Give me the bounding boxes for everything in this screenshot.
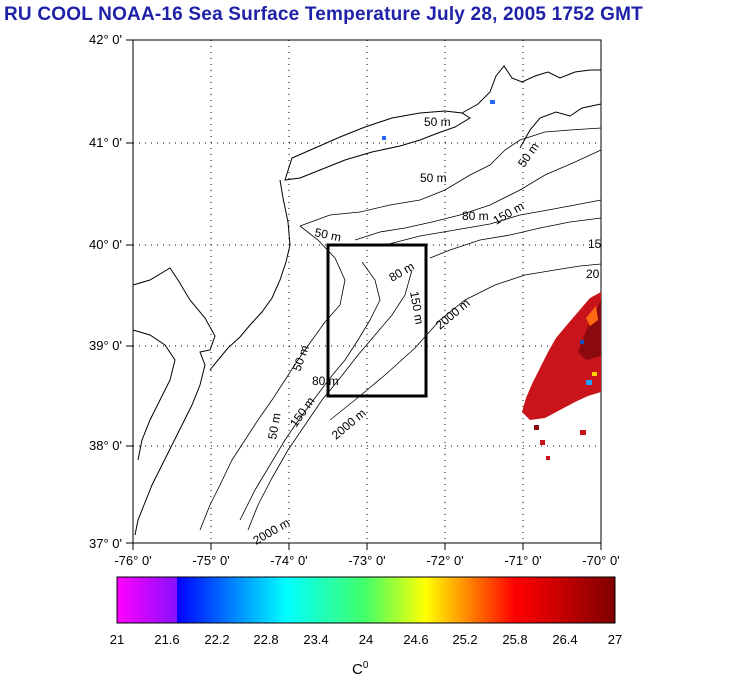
colorbar	[116, 576, 616, 624]
sst-speck-4	[534, 425, 539, 430]
lon-label-71: -71° 0'	[504, 553, 542, 568]
colorbar-tick: 25.2	[452, 632, 478, 647]
lon-label-73: -73° 0'	[348, 553, 386, 568]
colorbar-tick: 21	[109, 632, 125, 647]
lat-label-40: 40° 0'	[89, 237, 122, 252]
contour-label: 80 m	[312, 374, 339, 388]
contour-label: 50 m	[424, 115, 451, 129]
coastline-new-england	[461, 65, 601, 114]
contour-label: 50 m	[313, 225, 342, 244]
sst-speck-blue	[586, 380, 592, 385]
lon-label-75: -75° 0'	[192, 553, 230, 568]
map-frame	[132, 39, 602, 544]
colorbar-tick: 23.4	[303, 632, 329, 647]
colorbar-unit: C0	[352, 660, 368, 678]
sst-patch-orange	[586, 306, 598, 326]
map-title: RU COOL NOAA-16 Sea Surface Temperature …	[4, 4, 643, 25]
colorbar-tick: 24	[358, 632, 374, 647]
lat-label-41: 41° 0'	[89, 135, 122, 150]
isobath-50m-south	[199, 225, 346, 531]
lat-label-42: 42° 0'	[89, 32, 122, 47]
isobath-150m-south	[247, 269, 413, 531]
sst-speck-1	[540, 440, 545, 445]
lat-label-38: 38° 0'	[89, 438, 122, 453]
colorbar-tick: 21.6	[154, 632, 180, 647]
coastline-nj	[209, 179, 291, 371]
colorbar-tick: 27	[607, 632, 623, 647]
sst-pixels	[382, 100, 601, 460]
contour-label: 150 m	[407, 290, 427, 325]
colorbar-tick: 22.8	[253, 632, 279, 647]
colorbar-tick: 24.6	[403, 632, 429, 647]
colorbar-tick: 25.8	[502, 632, 528, 647]
isobath-150m	[384, 199, 602, 246]
lat-label-39: 39° 0'	[89, 338, 122, 353]
coastline	[132, 65, 602, 536]
coastline-cape	[519, 103, 602, 149]
isobaths	[199, 127, 602, 531]
isobath-2000m	[329, 263, 602, 421]
lon-label-74: -74° 0'	[270, 553, 308, 568]
colorbar-tick: 26.4	[552, 632, 578, 647]
contour-label: 80 m	[462, 209, 489, 223]
isobath-80m	[354, 149, 602, 241]
sst-patch-main	[522, 292, 601, 420]
coastline-delaware	[132, 267, 216, 536]
lon-label-72: -72° 0'	[426, 553, 464, 568]
sst-speck-3	[580, 430, 586, 435]
sst-speck-5	[490, 100, 495, 104]
colorbar-tick: 22.2	[204, 632, 230, 647]
sst-speck-yellow	[592, 372, 597, 376]
coastline-long-island	[284, 110, 471, 181]
axis-ticks	[126, 39, 602, 550]
isobath-2000m-upper	[429, 217, 602, 259]
isobath-80m-south	[239, 261, 381, 521]
contour-label: 50 m	[265, 412, 283, 441]
coastline-chesapeake	[132, 329, 176, 461]
lat-label-37: 37° 0'	[89, 536, 122, 551]
lon-label-70: -70° 0'	[582, 553, 620, 568]
sst-speck-2	[546, 456, 550, 460]
lon-label-76: -76° 0'	[114, 553, 152, 568]
contour-label: 15	[588, 237, 602, 251]
contour-label: 50 m	[420, 171, 447, 185]
unit-letter: C	[352, 661, 363, 678]
sst-speck-teal	[580, 340, 584, 344]
sst-speck-6	[382, 136, 386, 140]
contour-label: 20	[586, 267, 600, 281]
unit-superscript: 0	[362, 660, 369, 671]
study-area-box	[326, 243, 428, 398]
isobath-50m	[299, 127, 602, 227]
